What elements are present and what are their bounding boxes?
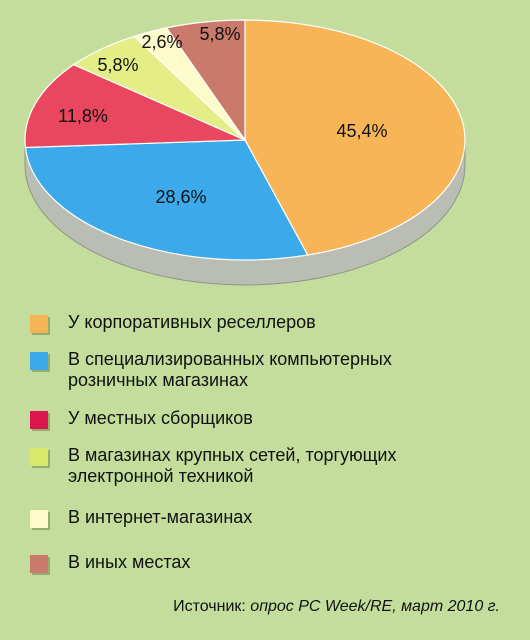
legend-swatch xyxy=(30,555,48,573)
pie-chart: 45,4% 28,6% 11,8% 5,8% 2,6% 5,8% xyxy=(0,0,530,300)
legend-label: В иных местах xyxy=(68,552,191,572)
legend-swatch xyxy=(30,315,48,333)
source-detail: опрос PC Week/RE, март 2010 г. xyxy=(250,598,500,615)
legend-swatch xyxy=(30,510,48,528)
legend-swatch xyxy=(30,411,48,429)
legend-label: В магазинах крупных сетей, торгующих эле… xyxy=(68,445,397,486)
slice-value-label-1: 45,4% xyxy=(336,121,387,141)
source-note: Источник: опрос PC Week/RE, март 2010 г. xyxy=(0,598,500,616)
source-prefix: Источник: xyxy=(173,598,251,615)
slice-value-label-6: 5,8% xyxy=(199,24,240,44)
pie-slice-6 xyxy=(165,19,246,142)
legend-label: У местных сборщиков xyxy=(68,408,253,428)
legend-label: В интернет-магазинах xyxy=(68,507,253,527)
slice-value-label-2: 28,6% xyxy=(155,187,206,207)
pie-slice-2 xyxy=(24,139,309,261)
slice-value-label-4: 5,8% xyxy=(97,55,138,75)
legend-label: В специализированных компьютерных рознич… xyxy=(68,349,392,390)
legend-swatch xyxy=(30,448,48,466)
pie-slice-1 xyxy=(244,19,466,256)
pie-slice-3 xyxy=(24,63,246,149)
pie-chart-svg: 45,4%28,6%11,8%5,8%2,6% 5,8% xyxy=(24,19,466,286)
legend-swatch xyxy=(30,352,48,370)
slice-value-label-5: 2,6% xyxy=(141,32,182,52)
slice-value-label-3: 11,8% xyxy=(58,106,108,126)
legend-label: У корпоративных реселлеров xyxy=(68,312,316,332)
